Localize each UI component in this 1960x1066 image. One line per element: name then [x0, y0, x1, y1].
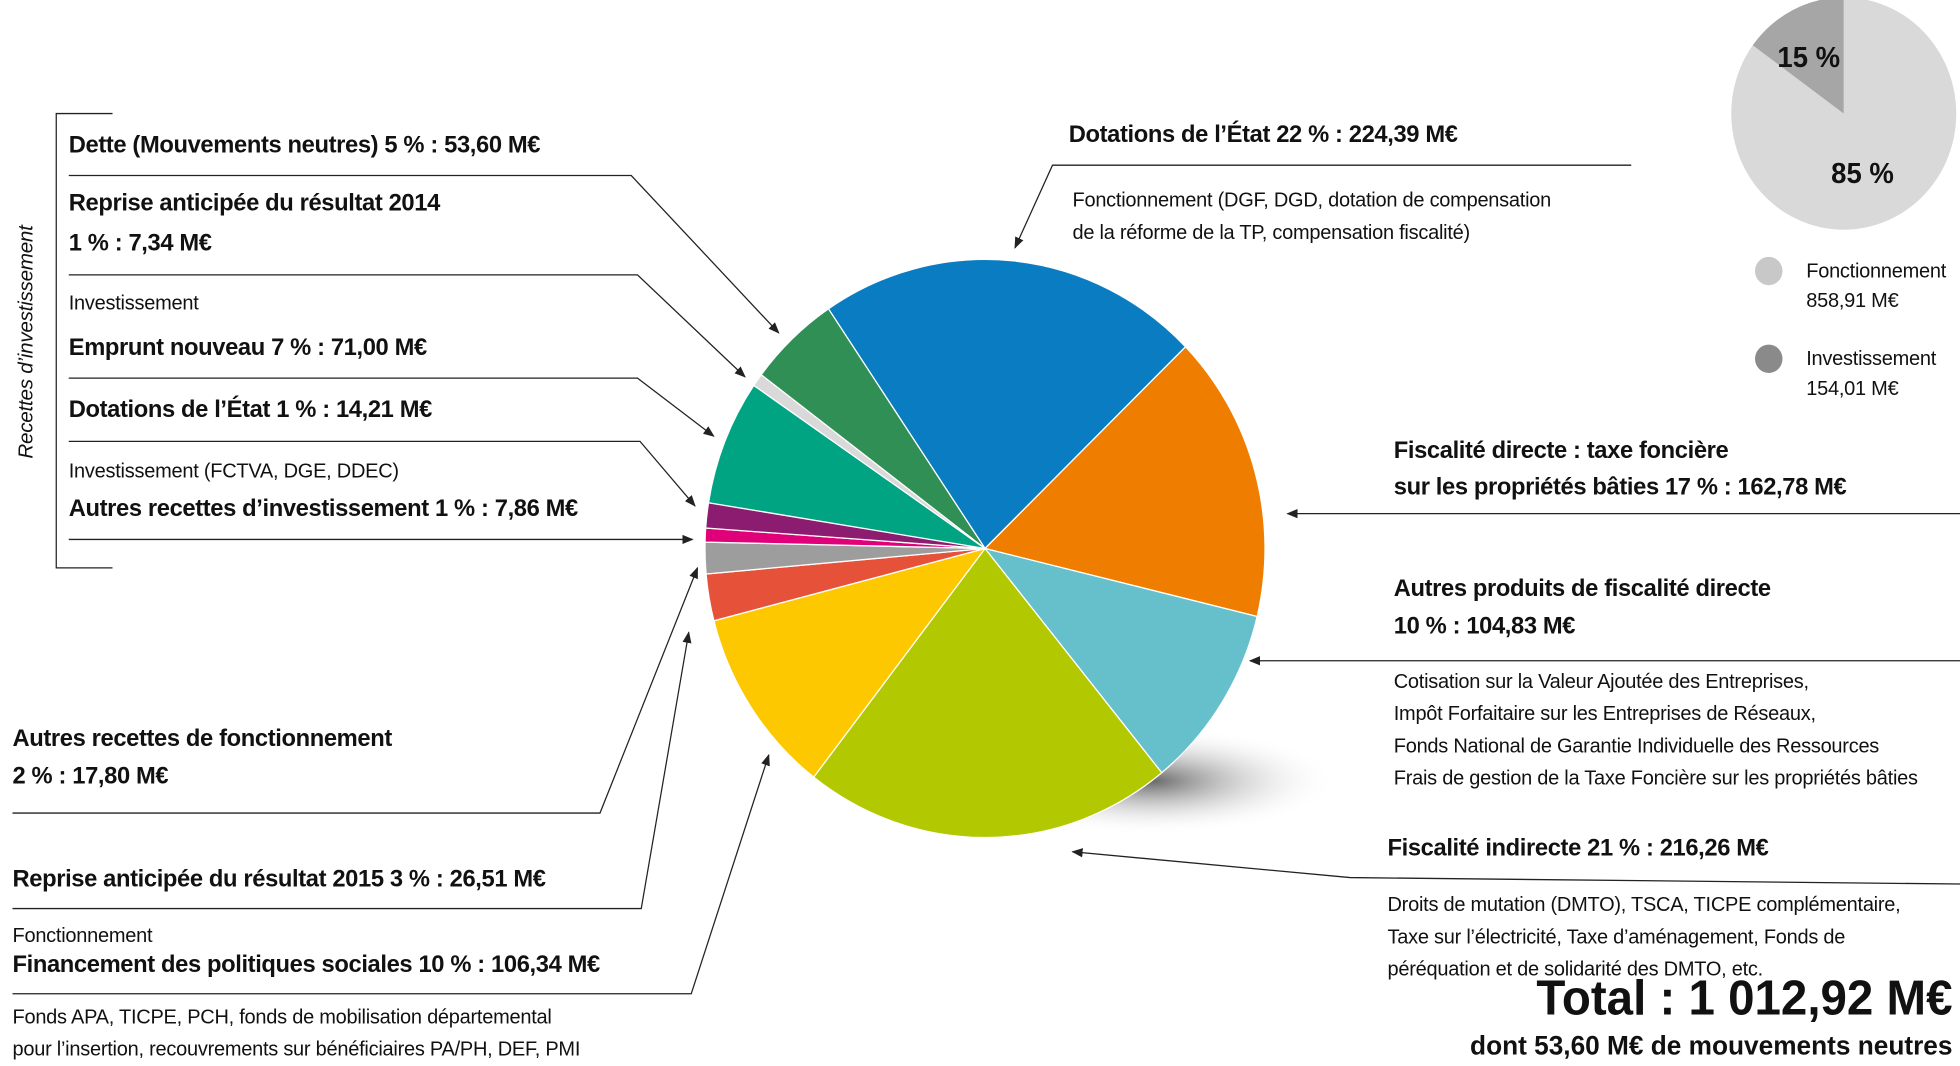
note: Fonctionnement: [13, 925, 153, 947]
legend-amount: 858,91 M€: [1806, 290, 1899, 312]
slice-label: Fiscalité indirecte 21 % : 216,26 M€: [1388, 834, 1769, 861]
slice-label: 10 % : 104,83 M€: [1394, 612, 1575, 639]
slice-label: 1 % : 7,34 M€: [69, 229, 212, 256]
slice-label: Dette (Mouvements neutres) 5 % : 53,60 M…: [69, 131, 540, 158]
pie-slice: [983, 345, 1266, 618]
slice-label: Autres recettes de fonctionnement: [13, 725, 393, 752]
inset-slice: [1752, 0, 1844, 114]
pie-slice: [707, 384, 986, 550]
leader-line: [12, 566, 699, 814]
pie-slice: [713, 547, 987, 779]
note: Impôt Forfaitaire sur les Entreprises de…: [1394, 703, 1816, 725]
note: Cotisation sur la Valeur Ajoutée des Ent…: [1394, 671, 1809, 693]
note: pour l’insertion, recouvrements sur béné…: [13, 1038, 581, 1060]
inset-value-label: 85 %: [1831, 158, 1894, 189]
legend-swatch: [1755, 344, 1783, 373]
pie-slice: [983, 547, 1258, 774]
main-pie: [704, 258, 1266, 839]
slice-label: sur les propriétés bâties 17 % : 162,78 …: [1394, 473, 1847, 500]
slice-label: Dotations de l’État 1 % : 14,21 M€: [69, 395, 432, 423]
pie-slice: [760, 307, 986, 550]
slice-label: Autres recettes d’investissement 1 % : 7…: [69, 495, 578, 522]
slice-label: Reprise anticipée du résultat 2014: [69, 189, 441, 216]
legend-swatch: [1755, 256, 1783, 286]
note: péréquation et de solidarité des DMTO, e…: [1388, 958, 1763, 980]
legend-label: Fonctionnement: [1806, 260, 1946, 282]
inset-value-label: 15 %: [1777, 42, 1840, 73]
legend-amount: 154,01 M€: [1806, 378, 1899, 400]
total: Total : 1 012,92 M€: [1536, 971, 1952, 1026]
note: Fonds APA, TICPE, PCH, fonds de mobilisa…: [13, 1006, 552, 1028]
pie-slice: [812, 547, 1163, 839]
slice-label: Fiscalité directe : taxe foncière: [1394, 437, 1729, 464]
note: Frais de gestion de la Taxe Foncière sur…: [1394, 767, 1918, 789]
slice-label: Dotations de l’État 22 % : 224,39 M€: [1069, 120, 1458, 148]
bracket: [55, 112, 113, 569]
note: Fonds National de Garantie Individuelle …: [1394, 735, 1879, 757]
note: Fonctionnement (DGF, DGD, dotation de co…: [1073, 189, 1552, 211]
slice-label: Reprise anticipée du résultat 2015 3 % :…: [13, 865, 546, 892]
note: Investissement (FCTVA, DGE, DDEC): [69, 460, 399, 482]
leader-line: [1071, 848, 1960, 885]
leader-line: [68, 274, 746, 378]
note: Investissement: [69, 292, 199, 314]
side-label: Recettes d’investissement: [16, 224, 38, 459]
note: Droits de mutation (DMTO), TSCA, TICPE c…: [1388, 894, 1901, 916]
leader-line: [12, 753, 770, 995]
leader-line: [68, 377, 715, 437]
pie-slice: [827, 258, 1187, 550]
slice-label: Emprunt nouveau 7 % : 71,00 M€: [69, 334, 427, 361]
slice-label: 2 % : 17,80 M€: [13, 762, 169, 789]
legend-label: Investissement: [1806, 348, 1936, 370]
inset-slice: [1731, 0, 1957, 230]
total-note: dont 53,60 M€ de mouvements neutres: [1470, 1030, 1952, 1060]
leader-line: [68, 174, 780, 334]
note: de la réforme de la TP, compensation fis…: [1073, 221, 1470, 243]
note: Taxe sur l’électricité, Taxe d’aménageme…: [1388, 926, 1846, 948]
slice-label: Autres produits de fiscalité directe: [1394, 575, 1771, 602]
slice-label: Financement des politiques sociales 10 %…: [13, 950, 600, 977]
leader-line: [1014, 164, 1632, 249]
leader-line: [12, 631, 692, 910]
leader-line: [68, 440, 696, 507]
